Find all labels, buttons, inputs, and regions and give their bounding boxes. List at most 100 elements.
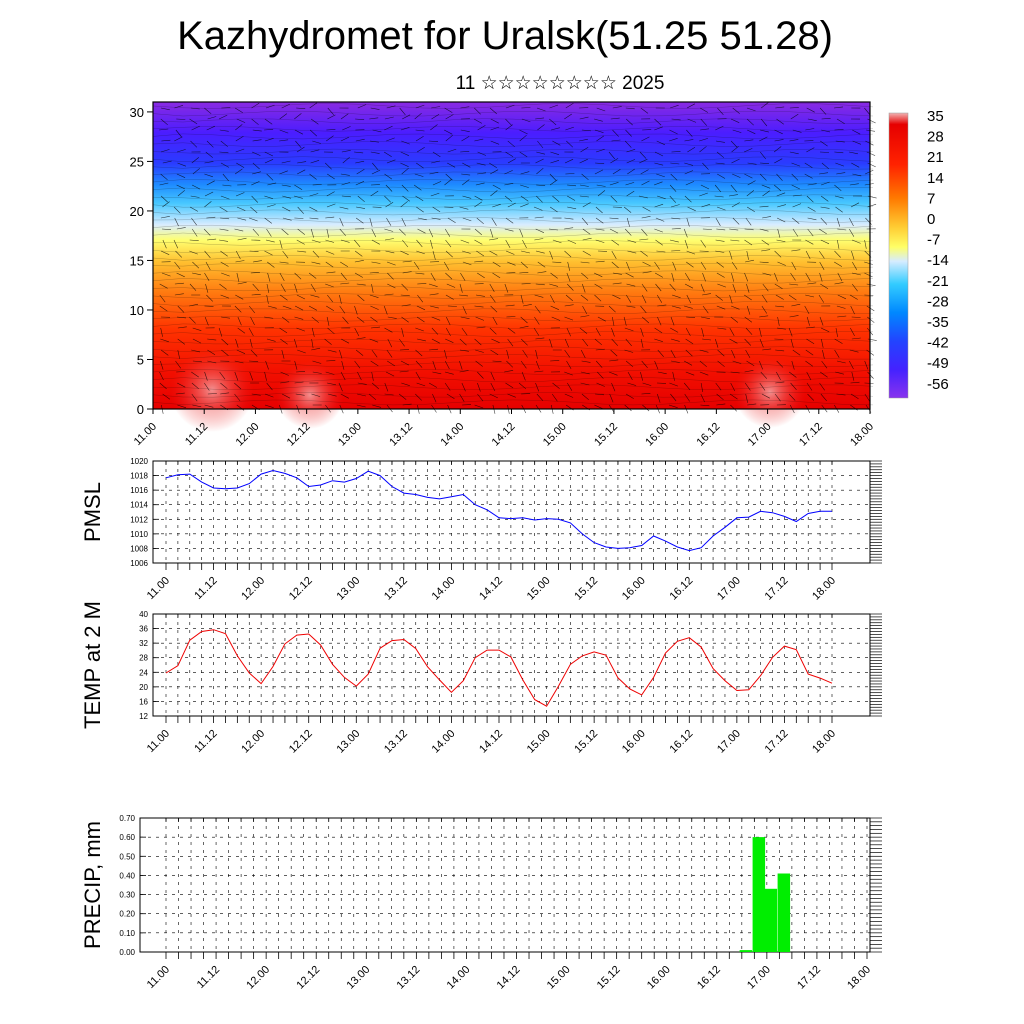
y-tick-label: 40 bbox=[139, 610, 148, 619]
precip-bar bbox=[752, 837, 766, 952]
x-tick-label: 17.00 bbox=[715, 575, 743, 603]
precip-bar bbox=[764, 888, 778, 952]
colorbar-label: 0 bbox=[927, 211, 935, 228]
x-tick-label: 15.12 bbox=[572, 575, 600, 603]
y-tick-label: 1008 bbox=[130, 544, 148, 553]
warm-core-blob bbox=[170, 348, 254, 432]
y-tick-label: 32 bbox=[139, 639, 148, 648]
x-tick-label: 11.00 bbox=[132, 421, 159, 448]
y-tick-label: 1014 bbox=[130, 501, 148, 510]
x-tick-label: 11.12 bbox=[192, 575, 219, 602]
y-tick-label: 28 bbox=[139, 654, 148, 663]
colorbar-label: -49 bbox=[927, 355, 949, 372]
y-tick-label: 0.40 bbox=[119, 871, 135, 880]
precip-bar bbox=[777, 873, 791, 952]
x-tick-label: 16.00 bbox=[645, 964, 673, 992]
warm-core-blob bbox=[276, 361, 344, 429]
precip-panel: 0.00 0.10 0.20 0.30 0.40 0.50 0.60 0.70 11.00 11.… bbox=[80, 814, 882, 992]
x-tick-label: 12.00 bbox=[239, 728, 267, 756]
y-tick-label: 0 bbox=[137, 402, 144, 417]
x-tick-label: 12.12 bbox=[294, 964, 322, 992]
y-tick-label: 5 bbox=[137, 352, 144, 367]
x-tick-label: 11.00 bbox=[145, 728, 172, 755]
x-tick-label: 16.00 bbox=[643, 421, 671, 449]
x-tick-label: 14.00 bbox=[445, 964, 473, 992]
cross-section-y-axis: 0 5 10 15 20 25 30 bbox=[130, 105, 153, 417]
x-tick-label: 12.00 bbox=[244, 964, 272, 992]
y-tick-label: 20 bbox=[130, 204, 144, 219]
x-tick-label: 18.00 bbox=[810, 728, 838, 756]
x-tick-label: 16.12 bbox=[667, 575, 695, 603]
series-line bbox=[165, 629, 833, 707]
y-tick-label: 36 bbox=[139, 625, 148, 634]
y-tick-label: 0.10 bbox=[119, 929, 135, 938]
colorbar-label: -14 bbox=[927, 252, 949, 269]
pmsl-panel: 1006 1008 1010 1012 1014 1016 1018 1020 11.00 11.… bbox=[80, 457, 882, 603]
x-tick-label: 13.12 bbox=[395, 964, 423, 992]
x-tick-label: 13.00 bbox=[334, 728, 362, 756]
y-tick-label: 0.70 bbox=[119, 814, 135, 823]
x-tick-label: 15.00 bbox=[541, 421, 569, 449]
x-tick-label: 11.00 bbox=[145, 575, 172, 602]
x-tick-label: 11.12 bbox=[192, 728, 219, 755]
chart-subtitle: 11 ☆☆☆☆☆☆☆☆ 2025 bbox=[455, 73, 665, 94]
chart-title: Kazhydromet for Uralsk(51.25 51.28) bbox=[177, 14, 833, 58]
y-tick-label: 1010 bbox=[130, 530, 148, 539]
isotherm-lines bbox=[152, 103, 874, 406]
panel-frame bbox=[139, 817, 871, 953]
panel-frame bbox=[152, 460, 871, 564]
colorbar: 35 28 21 14 7 0 -7 -14 -21 -28 -35 -42 -49 -56 bbox=[888, 108, 949, 399]
precip-bar bbox=[739, 950, 753, 952]
y-axis-label: PRECIP, mm bbox=[80, 821, 105, 949]
x-tick-label: 17.12 bbox=[795, 964, 823, 992]
wind-streamlines bbox=[152, 102, 877, 414]
y-tick-label: 20 bbox=[139, 683, 148, 692]
wind-barbs bbox=[159, 102, 877, 414]
x-tick-label: 15.00 bbox=[545, 964, 573, 992]
colorbar-label: -56 bbox=[927, 376, 949, 393]
x-tick-label: 18.00 bbox=[845, 964, 873, 992]
x-tick-label: 15.00 bbox=[525, 728, 553, 756]
x-tick-label: 17.12 bbox=[763, 575, 791, 603]
y-tick-label: 30 bbox=[130, 105, 144, 120]
x-tick-label: 18.00 bbox=[848, 421, 876, 449]
colorbar-label: -28 bbox=[927, 293, 949, 310]
colorbar-labels: 35 28 21 14 7 0 -7 -14 -21 -28 -35 -42 -49 -56 bbox=[927, 108, 949, 393]
y-tick-label: 1012 bbox=[130, 515, 148, 524]
y-tick-label: 12 bbox=[139, 712, 148, 721]
x-tick-label: 13.00 bbox=[344, 964, 372, 992]
x-tick-label: 14.12 bbox=[477, 728, 505, 756]
x-tick-label: 15.12 bbox=[595, 964, 623, 992]
x-tick-label: 12.12 bbox=[287, 575, 315, 603]
y-tick-label: 1016 bbox=[130, 486, 148, 495]
x-tick-label: 14.00 bbox=[430, 575, 458, 603]
y-tick-label: 1020 bbox=[130, 457, 148, 466]
x-tick-label: 16.00 bbox=[620, 575, 648, 603]
x-tick-label: 14.00 bbox=[430, 728, 458, 756]
warm-core-blob bbox=[734, 356, 806, 428]
colorbar-label: -35 bbox=[927, 314, 949, 331]
x-tick-label: 12.00 bbox=[239, 575, 267, 603]
cross-section-field bbox=[153, 102, 870, 409]
x-tick-label: 15.12 bbox=[572, 728, 600, 756]
y-tick-label: 0.60 bbox=[119, 833, 135, 842]
x-tick-label: 16.00 bbox=[620, 728, 648, 756]
y-axis-label: TEMP at 2 M bbox=[80, 601, 105, 729]
y-tick-label: 16 bbox=[139, 697, 148, 706]
x-tick-label: 16.12 bbox=[695, 421, 723, 449]
x-tick-label: 13.12 bbox=[382, 575, 410, 603]
x-tick-label: 16.12 bbox=[667, 728, 695, 756]
x-tick-label: 15.00 bbox=[525, 575, 553, 603]
y-tick-label: 0.00 bbox=[119, 948, 135, 957]
y-axis-label: PMSL bbox=[80, 482, 105, 542]
y-tick-label: 0.50 bbox=[119, 852, 135, 861]
x-tick-label: 13.12 bbox=[387, 421, 415, 449]
x-tick-label: 11.12 bbox=[195, 964, 222, 991]
y-tick-label: 0.20 bbox=[119, 910, 135, 919]
x-tick-label: 15.12 bbox=[592, 421, 620, 449]
x-tick-label: 12.00 bbox=[234, 421, 262, 449]
x-tick-label: 17.00 bbox=[715, 728, 743, 756]
colorbar-label: 35 bbox=[927, 108, 944, 125]
colorbar-label: -21 bbox=[927, 273, 949, 290]
